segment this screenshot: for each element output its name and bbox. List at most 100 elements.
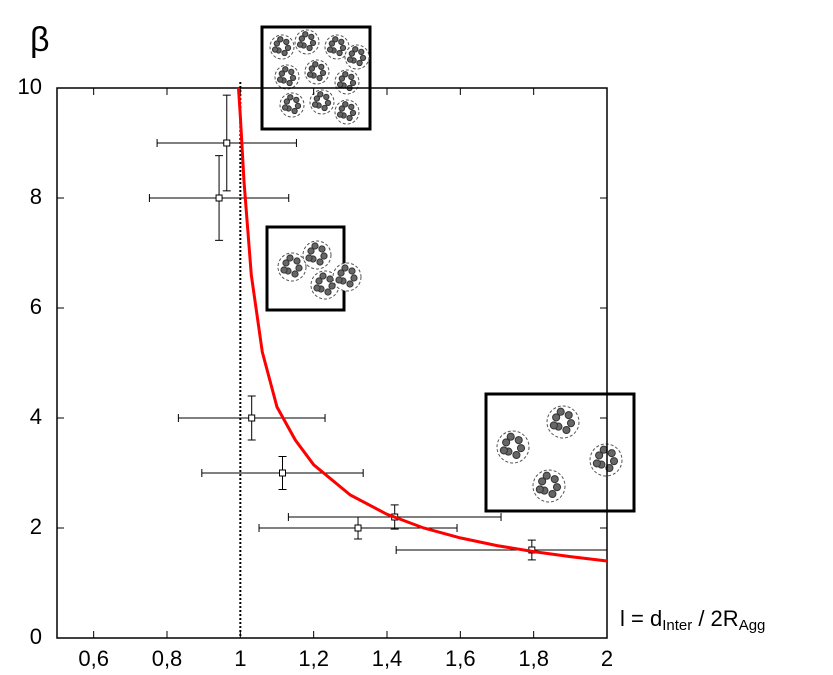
particle — [335, 276, 343, 284]
particle — [281, 104, 289, 111]
particle — [348, 50, 356, 57]
point — [248, 414, 256, 422]
y-tick-label: 6 — [30, 294, 42, 319]
y-axis-label: β — [30, 21, 50, 59]
particle — [321, 104, 328, 112]
particle — [319, 272, 327, 280]
particle — [548, 489, 557, 499]
particle — [316, 258, 324, 266]
x-tick-label: 1,6 — [445, 646, 476, 671]
particle — [592, 459, 601, 468]
particle — [339, 44, 347, 52]
particle — [336, 81, 344, 88]
particle — [312, 61, 319, 68]
x-tick-label: 0,6 — [78, 646, 109, 671]
plot-frame — [56, 87, 608, 639]
particle — [302, 31, 309, 38]
particle — [278, 70, 286, 77]
particle — [286, 254, 294, 262]
particle — [332, 36, 339, 43]
particle — [289, 74, 297, 82]
particle — [542, 471, 551, 480]
point — [215, 194, 223, 202]
particle — [288, 68, 295, 76]
particle — [338, 105, 346, 112]
particle — [342, 71, 349, 78]
particle — [296, 41, 304, 48]
particle — [319, 69, 327, 77]
particle — [306, 71, 314, 78]
particle — [313, 284, 321, 292]
point — [354, 524, 362, 532]
particle — [506, 432, 515, 441]
particle — [348, 267, 356, 275]
particle — [326, 46, 334, 53]
particle — [499, 446, 508, 455]
particle — [307, 247, 315, 255]
y-tick-label: 4 — [30, 404, 42, 429]
particle — [342, 101, 349, 108]
particle — [308, 65, 316, 72]
x-axis-label-part: Inter — [662, 617, 692, 634]
particle — [346, 114, 353, 122]
particle — [549, 421, 558, 430]
particle — [328, 282, 336, 290]
particle — [566, 419, 576, 428]
x-tick-label: 1 — [234, 646, 246, 671]
particle — [320, 252, 328, 260]
x-axis-label: l = dInter / 2RAgg — [620, 606, 765, 634]
point — [279, 469, 286, 477]
particle — [308, 33, 315, 41]
x-axis-label-part: l = d — [620, 606, 662, 631]
particle — [328, 40, 336, 47]
particle — [358, 48, 365, 56]
particle — [538, 477, 547, 486]
particle — [271, 46, 279, 53]
particle — [326, 275, 334, 283]
particle — [298, 35, 306, 42]
particle — [323, 93, 330, 101]
particle — [550, 475, 559, 484]
particle — [516, 444, 526, 453]
x-axis-label-part: / 2R — [692, 606, 738, 631]
particle — [276, 76, 284, 83]
particle — [287, 94, 294, 101]
particle — [282, 66, 289, 73]
x-tick-label: 0,8 — [152, 646, 183, 671]
y-tick-label: 0 — [30, 624, 42, 649]
particle — [599, 445, 608, 454]
particle — [359, 54, 367, 62]
particle — [535, 485, 544, 494]
particle — [348, 73, 355, 81]
particle — [283, 98, 291, 105]
particle — [317, 91, 324, 98]
x-axis-label-part: Agg — [739, 617, 766, 634]
x-tick-label: 2 — [601, 646, 613, 671]
particle — [282, 259, 290, 267]
point — [223, 139, 231, 147]
particle — [341, 264, 349, 272]
particle — [311, 101, 319, 108]
particle — [309, 39, 317, 47]
particle — [336, 111, 344, 118]
particle — [295, 264, 303, 272]
particle — [346, 280, 354, 288]
particle — [313, 95, 321, 102]
x-tick-label: 1,4 — [372, 646, 403, 671]
x-tick-label: 1,8 — [518, 646, 549, 671]
insets — [260, 25, 636, 513]
particle — [293, 96, 300, 104]
particle — [315, 277, 323, 285]
particle — [338, 75, 346, 82]
particle — [349, 79, 357, 87]
particle — [349, 109, 357, 117]
particle — [552, 483, 562, 492]
particle — [348, 103, 355, 111]
particle — [350, 274, 358, 282]
fit-curve — [237, 87, 608, 563]
particle — [305, 254, 313, 262]
particle — [552, 413, 561, 422]
particle — [277, 36, 284, 43]
particle — [291, 270, 299, 278]
particle — [607, 449, 616, 458]
